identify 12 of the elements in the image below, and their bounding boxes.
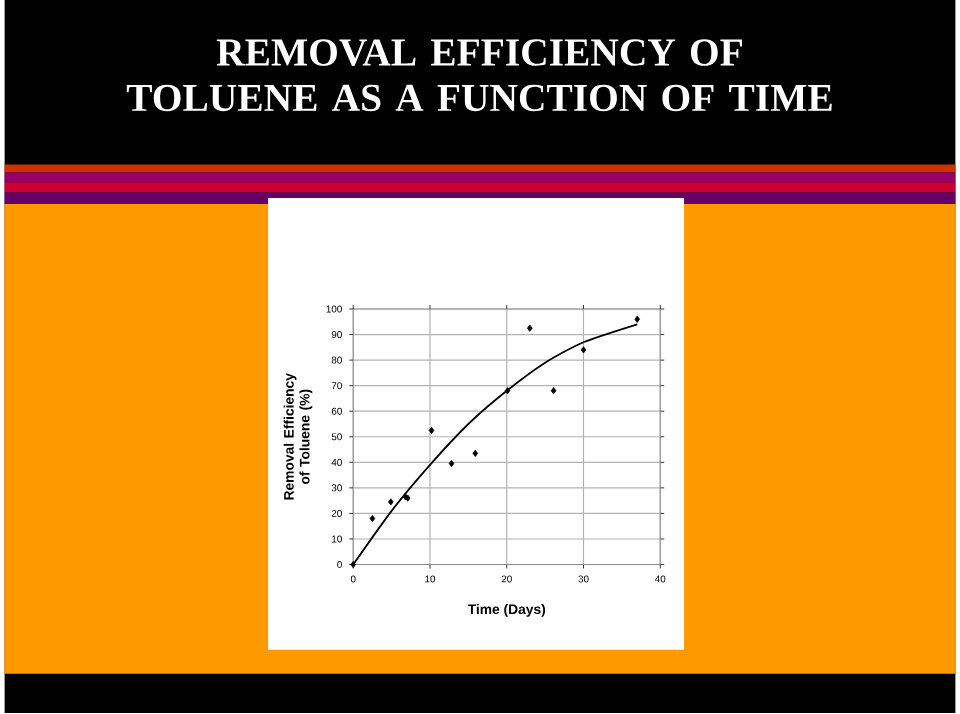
point [448, 460, 455, 468]
point [369, 515, 376, 523]
point [472, 450, 479, 458]
point [527, 325, 533, 333]
point [634, 316, 640, 324]
point [388, 498, 394, 506]
point [580, 346, 587, 354]
point [428, 427, 435, 435]
chart-title: REMOVAL EFFICIENCY OF TOLUENE AS A FUNCTION OF TIME [126, 39, 832, 112]
point [504, 387, 511, 395]
point [550, 387, 557, 395]
point [350, 561, 356, 569]
